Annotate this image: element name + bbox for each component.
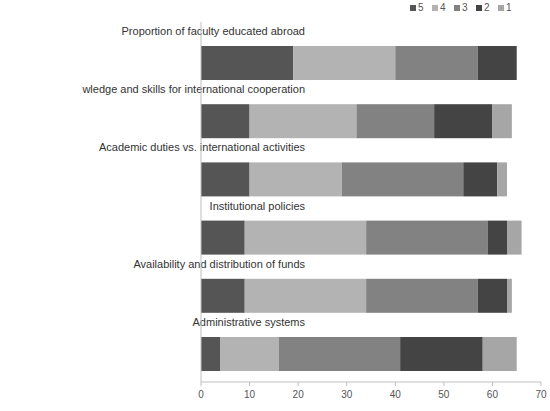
x-axis [201,382,541,383]
x-tick [201,382,202,386]
bar-segment [245,221,366,255]
x-tick-label: 70 [535,389,547,400]
legend-swatch [454,5,460,11]
bar-segment [201,162,250,196]
category-label: Academic duties vs. international activi… [99,141,306,153]
bar-segment [366,221,487,255]
category-label: Administrative systems [193,316,306,328]
x-tick [346,382,347,386]
bar-segment [488,221,507,255]
legend-swatch [498,5,504,11]
bar-segment [201,221,245,255]
bar-segment [395,46,478,80]
bar-segment [478,46,517,80]
bar-segment [279,337,400,371]
x-tick [492,382,493,386]
legend-label: 4 [440,2,446,13]
category-label: wledge and skills for international coop… [81,83,305,95]
bar-segment [201,279,245,313]
bar-segment [478,279,507,313]
x-tick [298,382,299,386]
x-tick-label: 50 [438,389,450,400]
bar-segment [201,104,250,138]
bar-segment [463,162,497,196]
bar-segment [201,46,293,80]
legend-label: 1 [506,2,512,13]
x-tick-label: 30 [341,389,353,400]
x-tick-label: 0 [198,389,204,400]
chart: Proportion of faculty educated abroad wle… [0,0,550,411]
bar-segment [250,162,342,196]
x-tick-label: 20 [293,389,305,400]
y-axis [201,22,202,382]
legend-swatch [410,5,416,11]
bar-segment [342,162,463,196]
bar-segment [245,279,366,313]
x-tick [541,382,542,386]
category-label: Proportion of faculty educated abroad [122,25,305,37]
legend-label: 5 [418,2,424,13]
bar-segment [201,337,220,371]
category-label: Availability and distribution of funds [133,258,305,270]
x-tick-label: 60 [487,389,499,400]
bar-segment [507,221,522,255]
bar-segment [356,104,434,138]
bar-segment [400,337,483,371]
bar-segment [366,279,478,313]
bar-segment [497,162,507,196]
legend-swatch [476,5,482,11]
bar-segment [250,104,357,138]
bar-segment [483,337,517,371]
bar-segment [293,46,395,80]
bar-segment [516,46,517,80]
x-tick-label: 10 [244,389,256,400]
x-tick-label: 40 [390,389,402,400]
bar-segment [492,104,511,138]
bar-segment [434,104,492,138]
legend-label: 2 [484,2,490,13]
bar-segment [507,279,512,313]
category-label: Institutional policies [210,200,306,212]
bar-segment [220,337,278,371]
legend-label: 3 [462,2,468,13]
x-tick [249,382,250,386]
legend-swatch [432,5,438,11]
x-tick [395,382,396,386]
x-tick [443,382,444,386]
